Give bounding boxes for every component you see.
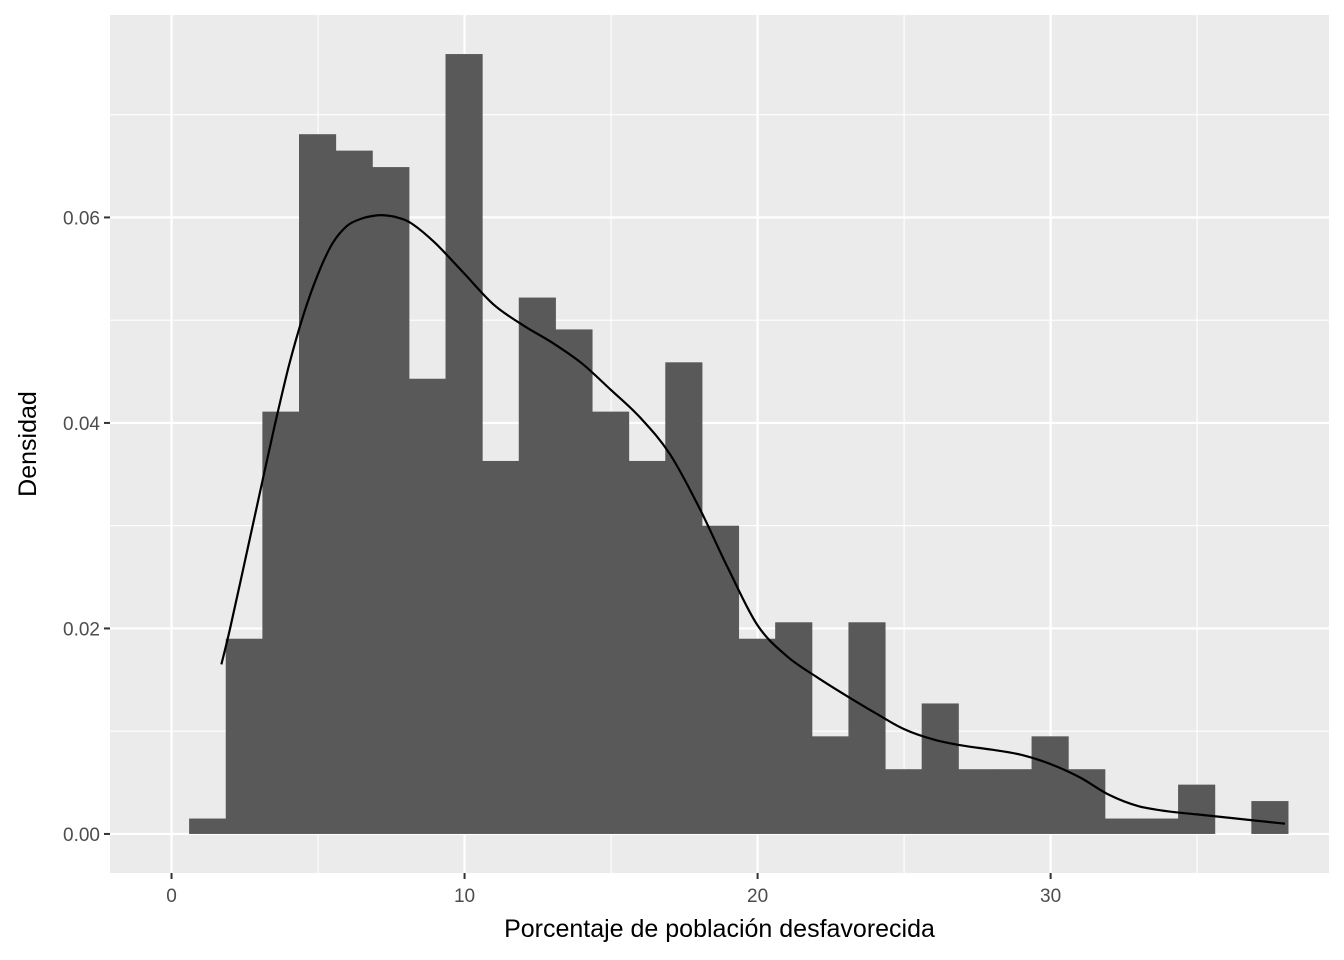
y-axis: 0.00 0.02 0.04 0.06 — [63, 208, 110, 846]
y-tick-label: 0.00 — [63, 825, 100, 846]
histogram-bar — [335, 150, 373, 834]
x-tick-label: 30 — [1040, 886, 1061, 907]
density-curve — [220, 213, 1286, 825]
histogram-bar — [921, 703, 959, 834]
histogram-bar — [1104, 818, 1142, 834]
y-tick-label: 0.04 — [63, 414, 100, 435]
histogram-bar — [445, 54, 483, 834]
x-tick-label: 0 — [166, 886, 177, 907]
histogram-bar — [482, 460, 520, 834]
x-tick-label: 10 — [454, 886, 475, 907]
histogram-bar — [811, 736, 849, 834]
x-tick-label: 20 — [747, 886, 768, 907]
histogram-bar — [518, 297, 556, 834]
histogram-bar — [372, 167, 410, 834]
histogram-bar — [408, 378, 447, 834]
histogram-bar — [1068, 769, 1106, 834]
histogram-bar — [701, 525, 740, 834]
histogram-bar — [665, 362, 703, 834]
y-axis-title: Densidad — [14, 391, 42, 497]
histogram-bar — [738, 638, 776, 834]
histogram-bar — [994, 769, 1033, 834]
histogram-bar — [628, 460, 666, 834]
histogram-bar — [775, 622, 813, 834]
histogram-bar — [848, 622, 886, 834]
histogram-bar — [299, 134, 337, 834]
histogram-bar — [555, 329, 593, 834]
histogram-bar — [885, 769, 923, 834]
histogram-bar — [958, 769, 996, 834]
histogram-bar — [1178, 784, 1216, 834]
histogram-bar — [262, 411, 300, 834]
histogram-bar — [592, 411, 630, 834]
histogram-bars — [189, 54, 1289, 834]
histogram-bar — [189, 818, 227, 834]
x-axis: 0 10 20 30 — [166, 873, 1061, 907]
histogram-bar — [225, 638, 263, 834]
histogram-bar — [1031, 736, 1069, 834]
y-tick-label: 0.06 — [63, 208, 100, 229]
histogram-bar — [1251, 801, 1289, 834]
x-axis-title: Porcentaje de población desfavorecida — [504, 915, 935, 943]
y-tick-label: 0.02 — [63, 619, 100, 640]
histogram-bar — [1141, 818, 1179, 834]
